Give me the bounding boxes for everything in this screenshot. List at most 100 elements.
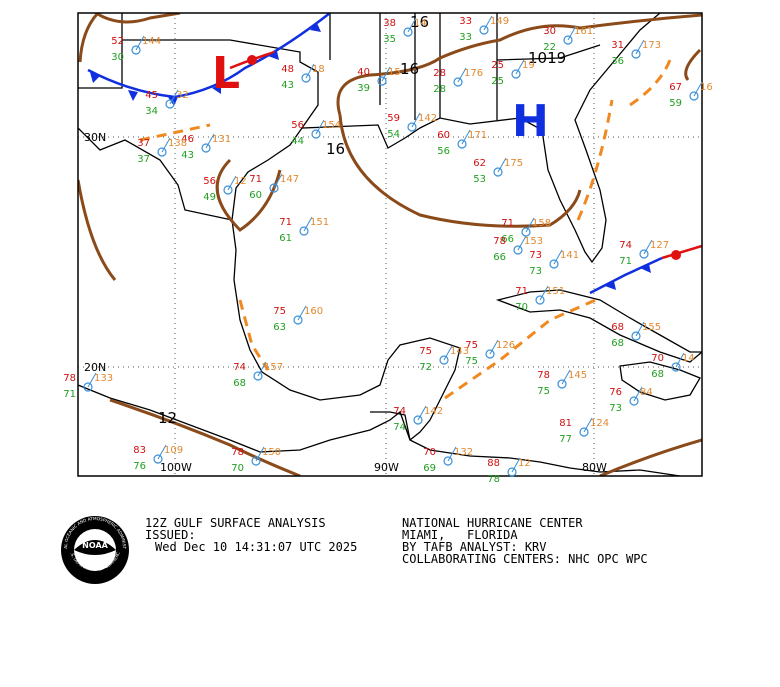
wind-barb [693,81,703,97]
wind-barb [583,417,593,433]
logo-text: NOAA [82,541,108,550]
temperature: 88 [487,458,500,469]
temperature: 71 [515,286,528,297]
dewpoint: 54 [387,129,400,140]
pressure: 160 [304,306,323,317]
isobar [95,13,181,24]
station-circle [453,77,463,87]
station-circle [631,49,641,59]
station: 75 72 143 [419,345,469,373]
temperature: 73 [529,250,542,261]
pressure: 175 [504,158,523,169]
station: 48 43 18 [281,63,325,91]
station-circle [549,259,559,269]
pressure: 154 [322,120,341,131]
dewpoint: 75 [537,386,550,397]
center-city: MIAMI, FLORIDA [402,528,518,542]
wind-barb [517,235,527,251]
wind-barb [489,339,499,355]
us-coast [78,13,661,264]
wind-barb [417,405,427,421]
dewpoint: 73 [529,266,542,277]
station-circle [671,362,681,372]
dewpoint: 71 [619,256,632,267]
dewpoint: 43 [281,80,294,91]
temperature: 74 [619,240,632,251]
station: 46 43 131 [181,133,231,161]
temperature: 78 [231,447,244,458]
dewpoint: 66 [493,252,506,263]
station-circle [507,467,517,477]
center-name: NATIONAL HURRICANE CENTER [402,516,583,530]
station: 75 63 160 [273,305,323,333]
station-circle [579,427,589,437]
temperature: 31 [611,40,624,51]
station: 62 53 175 [473,157,523,185]
temperature: 56 [203,176,216,187]
wind-barb [539,285,549,301]
station: 52 30 144 [111,35,161,63]
pressure: 14 [414,18,427,29]
lon-label: 100W [160,461,192,474]
wind-barb [447,446,457,462]
station-circle [485,349,495,359]
isobar [336,13,702,116]
pressure: 109 [164,445,183,456]
dewpoint: 68 [233,378,246,389]
pressure: 143 [450,346,469,357]
station: 73 73 141 [529,249,579,277]
dewpoint: 35 [383,34,396,45]
dewpoint: 49 [203,192,216,203]
logo-bird [74,540,116,555]
dewpoint: 75 [465,356,478,367]
dewpoint: 73 [609,403,622,414]
wind-barb [483,15,493,31]
station: 59 54 142 [387,112,437,140]
station: 88 78 12 [487,457,531,485]
dewpoint: 53 [473,174,486,185]
isobar-label: 16 [410,13,429,31]
wind-barb [461,129,471,145]
isobars [78,13,702,476]
station-circle [439,355,449,365]
isobar [215,158,282,232]
wind-barb [297,305,307,321]
temperature: 25 [491,60,504,71]
station: 68 68 155 [611,321,661,349]
temperature: 48 [281,64,294,75]
station: 31 36 173 [611,39,661,67]
wind-barb [227,175,237,191]
isobar [338,114,582,228]
lon-label: 90W [374,461,399,474]
dewpoint: 44 [291,136,304,147]
station: 67 59 16 [669,81,713,109]
temperature: 52 [111,36,124,47]
wind-barb [567,25,577,41]
temperature: 75 [273,306,286,317]
station-circle [511,69,521,79]
cuba [495,289,702,363]
temperature: 33 [459,16,472,27]
low-center: L [212,48,240,99]
isobar [684,48,702,81]
pressure: 173 [642,40,661,51]
pressure: 127 [650,240,669,251]
wind-barb [305,63,315,79]
wind-barb [205,133,215,149]
temperature: 71 [249,174,262,185]
dewpoint: 28 [433,84,446,95]
trough [576,99,614,221]
lat-label: 20N [84,361,106,374]
trough [629,59,672,107]
station: 81 77 124 [559,417,609,445]
temperature: 70 [651,353,664,364]
dewpoint: 22 [543,42,556,53]
station: 33 33 149 [459,15,509,43]
cold-front [589,256,663,295]
dewpoint: 60 [249,190,262,201]
isobar [109,398,301,476]
pressure: 171 [468,130,487,141]
temperature: 28 [433,68,446,79]
station-circle [223,185,233,195]
